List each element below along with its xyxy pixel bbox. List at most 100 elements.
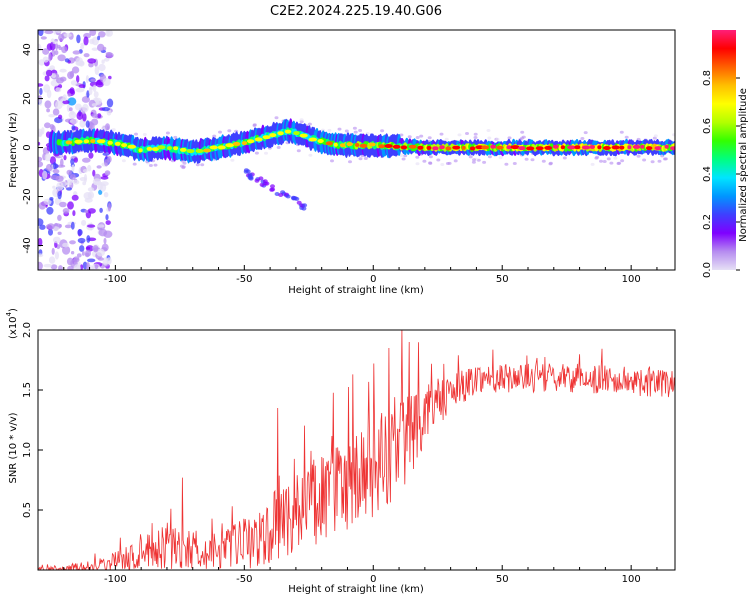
heatmap-cell (80, 45, 84, 50)
heatmap-cell (101, 243, 109, 252)
heatmap-cell (70, 110, 75, 116)
heatmap-cell (38, 237, 43, 247)
heatmap-cell (121, 159, 126, 163)
heatmap-cell (595, 155, 600, 159)
heatmap-cell (471, 160, 476, 164)
heatmap-cell (108, 75, 112, 80)
heatmap-cell (99, 207, 103, 213)
heatmap-cell (53, 30, 57, 35)
heatmap-cell (453, 159, 458, 163)
heatmap-cell (38, 141, 41, 146)
heatmap-cell (241, 141, 248, 146)
heatmap-cell (269, 133, 277, 138)
heatmap-cell (498, 156, 503, 160)
heatmap-cell (52, 185, 56, 189)
heatmap-cell (93, 91, 99, 98)
heatmap-cell (504, 162, 509, 166)
heatmap-cell (57, 231, 62, 235)
heatmap-cell (83, 36, 89, 46)
heatmap-cell (72, 179, 80, 185)
heatmap-cell (64, 224, 72, 229)
heatmap-cell (106, 98, 114, 108)
heatmap-cell (87, 224, 96, 228)
heatmap-cell (535, 146, 544, 151)
heatmap-cell (307, 122, 312, 126)
heatmap-cell (91, 113, 98, 118)
heatmap-cell (96, 248, 105, 257)
heatmap-cell (510, 145, 520, 150)
colorbar-gradient (712, 30, 736, 270)
y-tick-label: 20 (22, 92, 33, 105)
heatmap-cell (165, 131, 170, 135)
heatmap-cell (114, 141, 121, 146)
heatmap-cell (620, 159, 625, 163)
heatmap-cell (399, 154, 404, 157)
heatmap-cell (363, 157, 368, 160)
heatmap-cell (512, 162, 517, 165)
heatmap-cell (105, 220, 111, 226)
heatmap-cell (317, 139, 324, 143)
heatmap-cell (77, 229, 83, 236)
heatmap-cell (62, 94, 67, 102)
heatmap-cell (52, 40, 58, 45)
heatmap-cell (39, 87, 43, 96)
heatmap-cell (86, 262, 90, 270)
heatmap-cell (80, 264, 84, 270)
heatmap-cell (43, 263, 53, 268)
heatmap-cell (93, 181, 103, 186)
heatmap-cell (428, 155, 433, 159)
colorbar-ticks: 0.0 0.2 0.4 0.6 0.8 (702, 70, 740, 278)
heatmap-cell (157, 145, 166, 150)
heatmap-cell (64, 58, 70, 63)
heatmap-cell (96, 139, 106, 144)
x-tick-label: 50 (496, 574, 509, 585)
spectrogram-frame (37, 29, 676, 271)
heatmap-cell (544, 145, 553, 150)
x-tick-label: -100 (104, 274, 127, 285)
heatmap-cell (52, 236, 61, 244)
heatmap-cell (69, 70, 75, 78)
heatmap-cell (106, 257, 112, 265)
heatmap-cell (69, 118, 79, 124)
heatmap-cell (73, 264, 81, 270)
heatmap-cell (227, 129, 232, 133)
heatmap-cell (85, 249, 91, 257)
heatmap-cell (552, 144, 559, 149)
heatmap-cell (62, 208, 70, 214)
x-tick-label: 100 (622, 274, 641, 285)
spectrogram-y-ticks: -40 -20 0 20 40 (22, 43, 43, 254)
heatmap-cell (40, 36, 47, 40)
heatmap-cell (642, 158, 647, 162)
snr-y-ticks: 0.5 1.0 1.5 2.0 (22, 322, 43, 518)
heatmap-cell (48, 114, 56, 118)
heatmap-cell (521, 135, 526, 139)
heatmap-cell (85, 75, 89, 84)
heatmap-cell (417, 145, 424, 150)
x-tick-label: 50 (496, 274, 509, 285)
heatmap-cell (209, 145, 218, 150)
heatmap-cell (358, 129, 363, 132)
heatmap-cell (167, 146, 172, 151)
heatmap-cell (44, 30, 54, 35)
heatmap-cell (481, 145, 490, 150)
heatmap-cell (632, 144, 641, 149)
chart-title: C2E2.2024.225.19.40.G06 (270, 4, 442, 19)
heatmap-cell (49, 65, 55, 71)
heatmap-cell (52, 108, 60, 116)
heatmap-cell (44, 153, 51, 162)
heatmap-cell (654, 146, 662, 151)
snr-x-ticks: -100 -50 0 50 100 (37, 565, 658, 585)
heatmap-cell (96, 165, 102, 169)
heatmap-cell (86, 90, 90, 98)
heatmap-cell (42, 56, 49, 63)
heatmap-cell (71, 194, 79, 201)
heatmap-cell (217, 145, 226, 150)
heatmap-cell (48, 228, 53, 236)
heatmap-cell (65, 182, 72, 186)
heatmap-cell (44, 100, 52, 109)
heatmap-cell (91, 103, 97, 107)
heatmap-cell (487, 155, 492, 159)
heatmap-cell (87, 187, 95, 192)
colorbar-tick-label: 0.2 (702, 214, 713, 230)
